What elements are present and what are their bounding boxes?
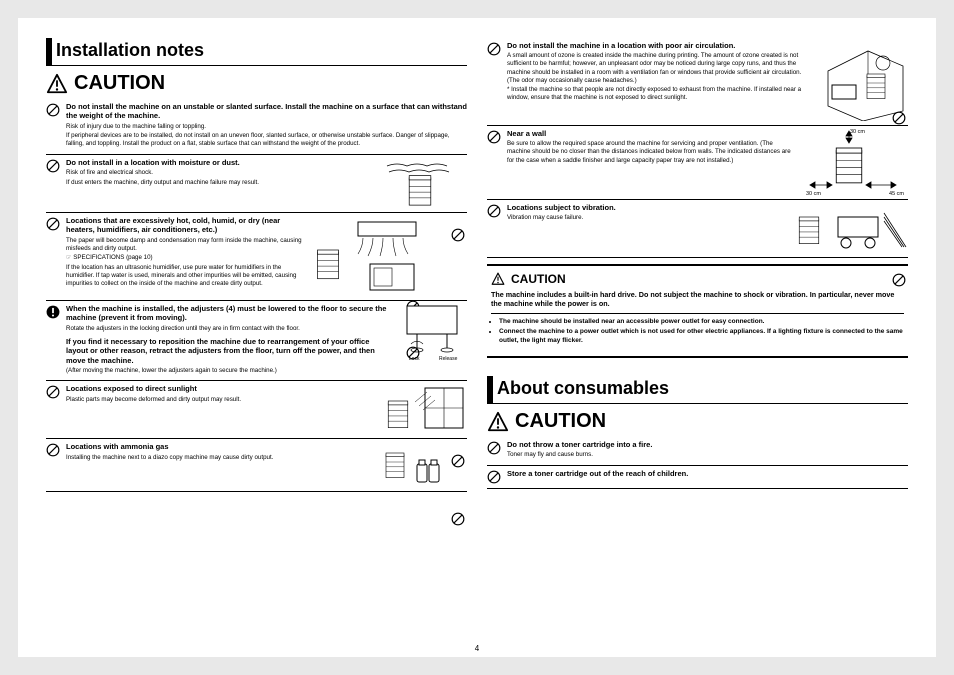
note-title: Do not throw a toner cartridge into a fi…: [507, 440, 908, 449]
prohibit-icon: [892, 205, 906, 219]
prohibit-icon: [451, 160, 465, 174]
caution-heading-small: CAUTION: [491, 272, 904, 286]
note-text: Be sure to allow the required space arou…: [507, 140, 792, 164]
prohibit-icon: [46, 217, 60, 231]
note-toner-fire: Do not throw a toner cartridge into a fi…: [487, 437, 908, 466]
note-near-wall: Near a wall Be sure to allow the require…: [487, 126, 908, 200]
note-title: Near a wall: [507, 129, 792, 138]
prohibit-icon: [892, 43, 906, 57]
illustration-sunlight: [377, 384, 467, 434]
caution-label: CAUTION: [511, 272, 566, 286]
prohibit-icon: [451, 386, 465, 400]
caution-bullets: The machine should be installed near an …: [491, 318, 904, 346]
note-temperature: Locations that are excessively hot, cold…: [46, 213, 467, 301]
illustration-room: [818, 41, 908, 121]
prohibit-icon: [46, 159, 60, 173]
note-text: A small amount of ozone is created insid…: [507, 52, 812, 84]
illustration-dust: [377, 158, 467, 208]
illustration-adjuster: Lock Release: [397, 304, 467, 377]
prohibit-icon: [487, 130, 501, 144]
note-title: Do not install in a location with moistu…: [66, 158, 371, 167]
prohibit-icon: [46, 103, 60, 117]
section-title-installation: Installation notes: [46, 38, 467, 66]
note-air-circulation: Do not install the machine in a location…: [487, 38, 908, 126]
dim-left: 30 cm: [806, 191, 821, 197]
note-title: Store a toner cartridge out of the reach…: [507, 469, 908, 478]
note-text: If the location has an ultrasonic humidi…: [66, 264, 302, 288]
illustration-ammonia: [377, 442, 467, 487]
note-text: Risk of fire and electrical shock.: [66, 169, 371, 177]
prohibit-icon: [46, 385, 60, 399]
note-toner-children: Store a toner cartridge out of the reach…: [487, 466, 908, 489]
prohibit-icon: [46, 443, 60, 457]
note-title: Locations that are excessively hot, cold…: [66, 216, 302, 235]
divider: [487, 356, 908, 358]
prohibit-icon: [487, 441, 501, 455]
right-column: Do not install the machine in a location…: [487, 38, 908, 645]
mandatory-icon: [46, 305, 60, 319]
note-text: (After moving the machine, lower the adj…: [66, 367, 391, 375]
note-text: The paper will become damp and condensat…: [66, 237, 302, 253]
bullet-item: The machine should be installed near an …: [499, 318, 904, 327]
dim-right: 45 cm: [889, 191, 904, 197]
caution-heading: CAUTION: [487, 410, 908, 433]
svg-text:Lock: Lock: [409, 356, 420, 362]
note-text: If peripheral devices are to be installe…: [66, 132, 467, 148]
note-title: Do not install the machine in a location…: [507, 41, 812, 50]
page-number: 4: [475, 644, 479, 653]
caution-bold-text: The machine includes a built-in hard dri…: [491, 290, 904, 309]
note-adjusters: When the machine is installed, the adjus…: [46, 301, 467, 382]
caution-label: CAUTION: [515, 410, 606, 433]
note-title: Locations exposed to direct sunlight: [66, 384, 371, 393]
note-text: Rotate the adjusters in the locking dire…: [66, 325, 391, 333]
prohibit-icon: [487, 42, 501, 56]
note-title: Do not install the machine on an unstabl…: [66, 102, 467, 121]
note-text: Installing the machine next to a diazo c…: [66, 454, 371, 462]
caution-label: CAUTION: [74, 72, 165, 95]
note-moisture-dust: Do not install in a location with moistu…: [46, 155, 467, 213]
warning-triangle-icon: [491, 272, 505, 286]
illustration-hvac: [308, 216, 428, 296]
caution-block-harddrive: CAUTION The machine includes a built-in …: [487, 270, 908, 350]
warning-triangle-icon: [46, 73, 68, 95]
divider: [487, 264, 908, 266]
note-text: ☞ SPECIFICATIONS (page 10): [66, 254, 302, 262]
divider: [491, 313, 904, 314]
warning-triangle-icon: [487, 411, 509, 433]
note-vibration: Locations subject to vibration. Vibratio…: [487, 200, 908, 258]
note-text: If dust enters the machine, dirty output…: [66, 179, 371, 187]
note-title: When the machine is installed, the adjus…: [66, 304, 391, 323]
bullet-item: Connect the machine to a power outlet wh…: [499, 328, 904, 346]
prohibit-icon: [451, 444, 465, 458]
note-title: Locations subject to vibration.: [507, 203, 782, 212]
note-title: If you find it necessary to reposition t…: [66, 337, 391, 365]
note-ammonia: Locations with ammonia gas Installing th…: [46, 439, 467, 492]
section-title-consumables: About consumables: [487, 376, 908, 404]
note-text: Vibration may cause failure.: [507, 214, 782, 222]
prohibit-icon: [406, 278, 420, 292]
prohibit-icon: [406, 232, 420, 246]
illustration-wall-clearance: 30 cm 30 cm 45 cm: [798, 129, 908, 195]
note-text: Plastic parts may become deformed and di…: [66, 396, 371, 404]
note-sunlight: Locations exposed to direct sunlight Pla…: [46, 381, 467, 439]
caution-heading: CAUTION: [46, 72, 467, 95]
note-title: Locations with ammonia gas: [66, 442, 371, 451]
prohibit-icon: [487, 470, 501, 484]
note-text: Risk of injury due to the machine fallin…: [66, 123, 467, 131]
prohibit-icon: [487, 204, 501, 218]
note-text: Toner may fly and cause burns.: [507, 451, 908, 459]
dim-top: 30 cm: [850, 129, 865, 135]
manual-page: Installation notes CAUTION Do not instal…: [18, 18, 936, 657]
left-column: Installation notes CAUTION Do not instal…: [46, 38, 467, 645]
note-unstable-surface: Do not install the machine on an unstabl…: [46, 99, 467, 155]
svg-text:Release: Release: [439, 356, 458, 362]
illustration-vibration: [788, 203, 908, 253]
note-text: * Install the machine so that people are…: [507, 86, 812, 102]
